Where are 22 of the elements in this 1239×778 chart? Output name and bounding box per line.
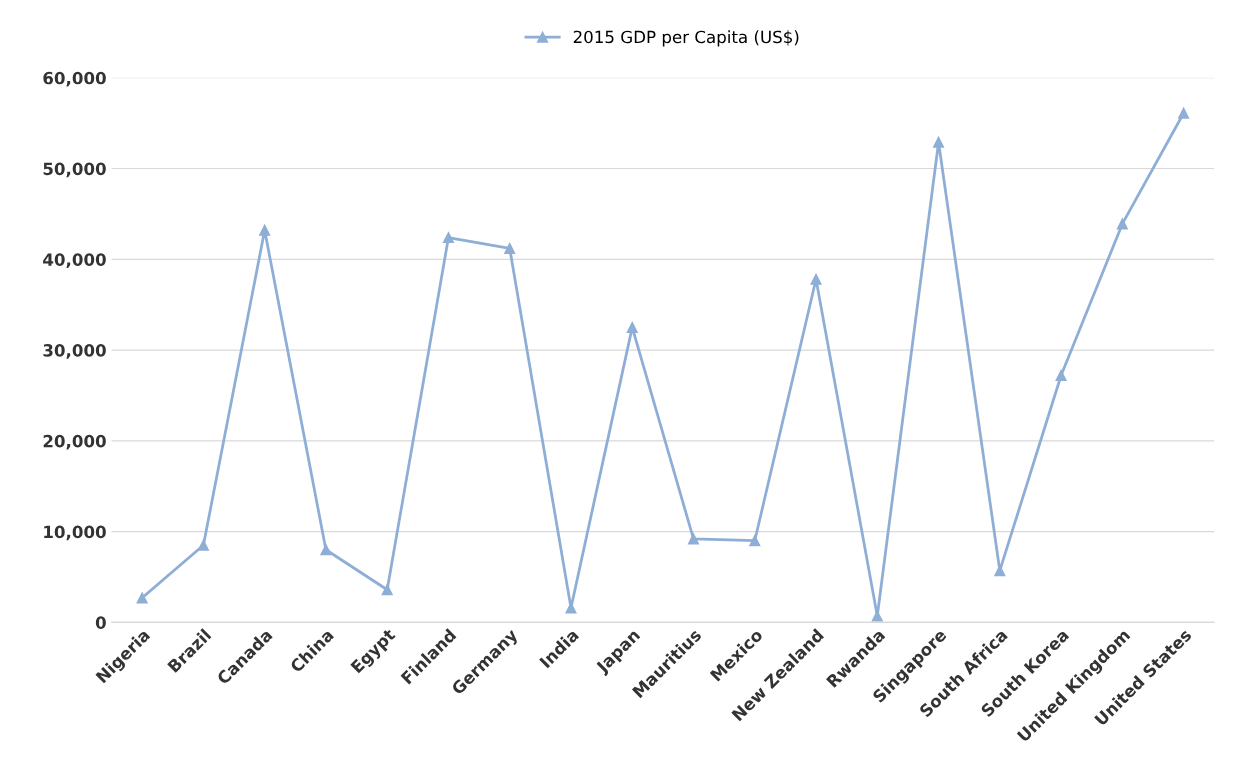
point bbox=[381, 584, 393, 596]
point bbox=[259, 224, 271, 236]
point bbox=[626, 321, 638, 333]
y-tick-label: 30,000 bbox=[43, 344, 106, 359]
point bbox=[810, 273, 822, 285]
point bbox=[1178, 107, 1190, 119]
y-tick-label: 20,000 bbox=[43, 434, 106, 450]
y-tick-label: 0 bbox=[95, 616, 106, 629]
point bbox=[136, 592, 148, 604]
point bbox=[1116, 218, 1128, 230]
point bbox=[687, 533, 700, 545]
legend-label: 2015 GDP per Capita (US$) bbox=[573, 30, 799, 47]
y-tick-label: 50,000 bbox=[43, 162, 106, 178]
y-tick-label: 40,000 bbox=[43, 253, 106, 269]
point bbox=[442, 231, 455, 244]
point bbox=[320, 544, 332, 556]
point bbox=[932, 136, 945, 148]
point bbox=[504, 242, 516, 254]
point bbox=[1055, 369, 1067, 382]
y-tick-label: 60,000 bbox=[43, 71, 106, 87]
y-tick-label: 10,000 bbox=[44, 525, 106, 541]
point bbox=[749, 535, 761, 547]
